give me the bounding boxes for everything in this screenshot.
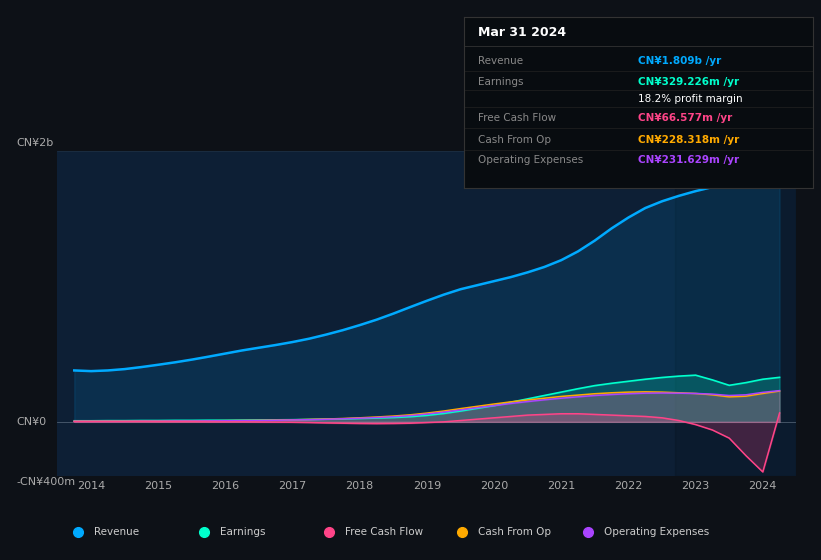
Text: CN¥228.318m /yr: CN¥228.318m /yr [639, 135, 740, 145]
Text: CN¥329.226m /yr: CN¥329.226m /yr [639, 77, 740, 87]
Text: Earnings: Earnings [220, 527, 265, 537]
Text: Free Cash Flow: Free Cash Flow [478, 113, 556, 123]
Text: CN¥1.809b /yr: CN¥1.809b /yr [639, 56, 722, 66]
Text: CN¥66.577m /yr: CN¥66.577m /yr [639, 113, 732, 123]
Bar [676, 151, 796, 476]
Text: Operating Expenses: Operating Expenses [604, 527, 709, 537]
Text: CN¥231.629m /yr: CN¥231.629m /yr [639, 155, 740, 165]
Text: Cash From Op: Cash From Op [479, 527, 552, 537]
Text: CN¥0: CN¥0 [16, 417, 47, 427]
Text: 18.2% profit margin: 18.2% profit margin [639, 94, 743, 104]
Text: CN¥2b: CN¥2b [16, 138, 53, 148]
Text: Revenue: Revenue [94, 527, 140, 537]
Text: Earnings: Earnings [478, 77, 523, 87]
Text: Cash From Op: Cash From Op [478, 135, 551, 145]
Text: Revenue: Revenue [478, 56, 523, 66]
Text: -CN¥400m: -CN¥400m [16, 477, 76, 487]
Text: Mar 31 2024: Mar 31 2024 [478, 26, 566, 39]
Text: Operating Expenses: Operating Expenses [478, 155, 583, 165]
Text: Free Cash Flow: Free Cash Flow [346, 527, 424, 537]
